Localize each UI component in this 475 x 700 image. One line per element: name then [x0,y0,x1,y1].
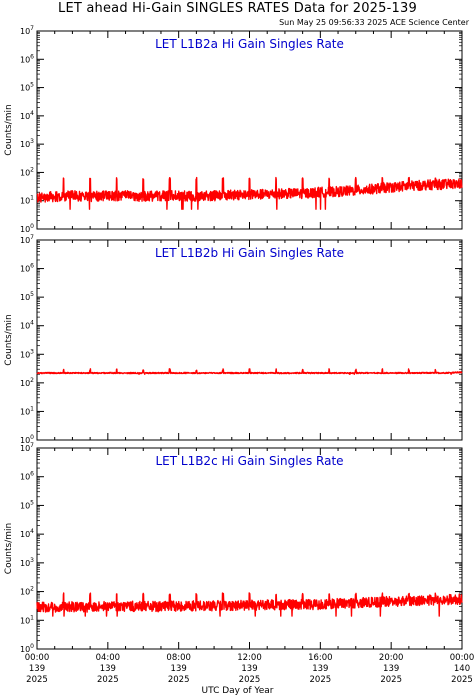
x-tick-time: 08:00 [166,653,191,663]
y-tick-label: 100 [20,643,34,654]
x-tick-doy: 139 [171,664,187,674]
panel-title: LET L1B2b Hi Gain Singles Rate [155,246,344,260]
y-tick-label: 107 [20,25,34,36]
y-tick-label: 101 [20,195,34,206]
x-tick-doy: 139 [29,664,45,674]
x-tick-doy: 139 [100,664,116,674]
x-tick-time: 04:00 [96,653,121,663]
y-axis-label: Counts/min [4,523,14,574]
y-tick-label: 100 [20,223,34,234]
x-tick-time: 12:00 [237,653,262,663]
y-tick-label: 104 [20,110,34,121]
x-tick-year: 2025 [26,675,48,685]
panel-title: LET L1B2c Hi Gain Singles Rate [155,454,343,468]
y-tick-label: 102 [20,377,34,388]
x-tick-doy: 139 [241,664,257,674]
x-tick-year: 2025 [97,675,119,685]
y-tick-label: 105 [20,82,34,93]
y-tick-label: 101 [20,405,34,416]
panel-title: LET L1B2a Hi Gain Singles Rate [155,37,344,51]
x-tick-year: 2025 [451,675,473,685]
x-tick-time: 16:00 [308,653,333,663]
x-tick-year: 2025 [168,675,190,685]
x-tick-labels: 00:00139202504:00139202508:00139202512:0… [25,653,475,685]
plot-frame [36,447,463,650]
y-tick-label: 101 [20,614,34,625]
x-tick-time: 00:00 [25,653,50,663]
chart-main-title: LET ahead Hi-Gain SINGLES RATES Data for… [58,1,417,16]
y-tick-label: 107 [20,442,34,453]
x-tick-year: 2025 [239,675,261,685]
y-tick-label: 102 [20,586,34,597]
chart-panel-1: 100 101 102 103 104 105 106 107 Counts/min LET L1… [4,25,463,234]
y-tick-label: 104 [20,528,34,539]
chart-panel-3: 100 101 102 103 104 105 106 107 Counts/min LET L1… [4,442,463,654]
y-tick-label: 105 [20,291,34,302]
x-tick-doy: 139 [383,664,399,674]
y-tick-label: 103 [20,557,34,568]
x-tick-year: 2025 [310,675,332,685]
chart-panel-2: 100 101 102 103 104 105 106 107 Counts/min LET L1… [4,234,463,445]
x-tick-doy: 140 [454,664,470,674]
x-tick-doy: 139 [312,664,328,674]
y-tick-label: 106 [20,53,34,64]
plot-frame [36,239,463,441]
y-tick-label: 102 [20,166,34,177]
y-tick-label: 106 [20,263,34,274]
y-tick-label: 100 [20,434,34,445]
y-tick-label: 106 [20,471,34,482]
series-line [36,176,463,210]
x-tick-year: 2025 [380,675,402,685]
y-tick-label: 105 [20,499,34,510]
generation-timestamp: Sun May 25 09:56:33 2025 ACE Science Cen… [279,18,469,27]
y-axis-label: Counts/min [4,104,14,155]
y-tick-label: 107 [20,234,34,245]
x-tick-time: 20:00 [379,653,404,663]
y-tick-label: 103 [20,348,34,359]
series-line [36,592,463,617]
x-axis-label: UTC Day of Year [201,686,274,696]
series-line [36,368,463,375]
x-tick-time: 00:00 [450,653,475,663]
y-tick-label: 104 [20,320,34,331]
y-tick-label: 103 [20,138,34,149]
y-axis-label: Counts/min [4,314,14,365]
